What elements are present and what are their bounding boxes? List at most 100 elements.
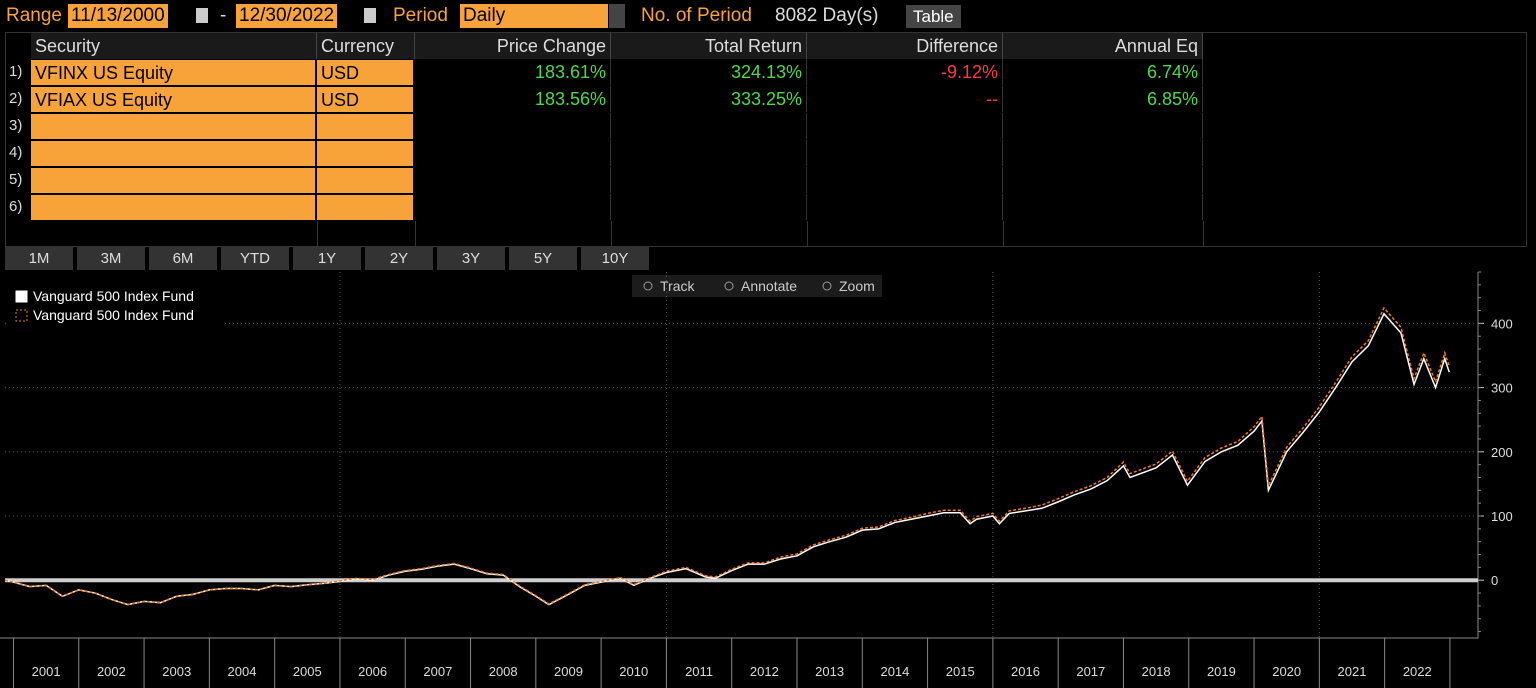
value-cell: 6.74%: [1003, 59, 1203, 85]
periods-value: 8082 Day(s): [775, 5, 879, 26]
value-cell: [807, 140, 1003, 166]
x-tick-label: 2006: [358, 664, 387, 679]
table-button[interactable]: Table: [906, 5, 961, 28]
input-cell[interactable]: [31, 114, 317, 139]
x-tick-label: 2010: [619, 664, 648, 679]
x-tick-label: 2007: [423, 664, 452, 679]
column-divider: [415, 221, 416, 246]
value-cell: [611, 167, 807, 193]
value-cell: [1003, 140, 1203, 166]
x-tick-label: 2019: [1207, 664, 1236, 679]
range-button[interactable]: YTD: [221, 247, 289, 270]
series-line: [4, 306, 1450, 606]
column-header: Price Change: [415, 33, 611, 59]
range-button[interactable]: 10Y: [581, 247, 649, 270]
legend-swatch: [15, 290, 28, 303]
range-button[interactable]: 5Y: [509, 247, 577, 270]
input-cell[interactable]: USD: [317, 87, 415, 112]
value-cell: [807, 167, 1003, 193]
y-tick-label: 100: [1491, 509, 1513, 524]
value-cell: [1003, 194, 1203, 220]
range-button[interactable]: 3M: [77, 247, 145, 270]
row-number: 3): [9, 117, 23, 134]
period-dropdown[interactable]: Daily: [460, 4, 608, 28]
row-number: 2): [9, 90, 23, 107]
range-button[interactable]: 3Y: [437, 247, 505, 270]
chart-tool[interactable]: Annotate: [741, 278, 797, 294]
legend-label: Vanguard 500 Index Fund: [33, 307, 194, 323]
input-cell[interactable]: USD: [317, 60, 415, 85]
value-cell: 324.13%: [611, 59, 807, 85]
series-line: [4, 312, 1450, 606]
range-label: Range: [6, 5, 62, 26]
input-cell[interactable]: [31, 168, 317, 193]
period-label: Period: [393, 5, 448, 26]
y-tick-label: 200: [1491, 445, 1513, 460]
column-divider: [807, 221, 808, 246]
x-tick-label: 2001: [32, 664, 61, 679]
value-cell: [807, 113, 1003, 139]
y-tick-label: 0: [1491, 573, 1498, 588]
x-tick-label: 2017: [1076, 664, 1105, 679]
value-cell: 6.85%: [1003, 86, 1203, 112]
value-cell: 183.61%: [415, 59, 611, 85]
chart-tool[interactable]: Track: [660, 278, 695, 294]
range-button[interactable]: 1M: [5, 247, 73, 270]
column-header: Total Return: [611, 33, 807, 59]
row-number: 4): [9, 144, 23, 161]
range-button[interactable]: 2Y: [365, 247, 433, 270]
end-date[interactable]: 12/30/2022: [236, 4, 338, 28]
x-tick-label: 2021: [1338, 664, 1367, 679]
input-cell[interactable]: VFIAX US Equity: [31, 87, 317, 112]
column-header: Difference: [807, 33, 1003, 59]
x-tick-label: 2018: [1142, 664, 1171, 679]
periods-label: No. of Period: [641, 5, 752, 26]
value-cell: [611, 194, 807, 220]
x-tick-label: 2020: [1272, 664, 1301, 679]
column-divider: [1003, 221, 1004, 246]
calendar-icon[interactable]: [364, 8, 376, 23]
value-cell: [1003, 113, 1203, 139]
chart-tool[interactable]: Zoom: [839, 278, 875, 294]
input-cell[interactable]: [317, 141, 415, 166]
value-cell: [415, 194, 611, 220]
start-date[interactable]: 11/13/2000: [68, 4, 168, 28]
value-cell: [611, 113, 807, 139]
input-cell[interactable]: [317, 114, 415, 139]
column-header: Security: [31, 33, 317, 59]
y-tick-label: 300: [1491, 381, 1513, 396]
input-cell[interactable]: VFINX US Equity: [31, 60, 317, 85]
x-tick-label: 2005: [293, 664, 322, 679]
row-number: 1): [9, 63, 23, 80]
x-tick-label: 2022: [1403, 664, 1432, 679]
column-header: Annual Eq: [1003, 33, 1203, 59]
input-cell[interactable]: [317, 168, 415, 193]
x-tick-label: 2004: [228, 664, 257, 679]
input-cell[interactable]: [31, 195, 317, 220]
tool-icon: [643, 281, 653, 291]
value-cell: [807, 194, 1003, 220]
tool-icon: [724, 281, 734, 291]
dropdown-arrow[interactable]: [609, 4, 625, 28]
calendar-icon[interactable]: [196, 8, 208, 23]
y-tick-label: 400: [1491, 316, 1513, 331]
value-cell: 183.56%: [415, 86, 611, 112]
column-divider: [611, 221, 612, 246]
input-cell[interactable]: [317, 195, 415, 220]
chart-toolbar: [632, 275, 882, 297]
x-tick-label: 2009: [554, 664, 583, 679]
row-number: 6): [9, 198, 23, 215]
security-table: Security Currency Price Change Total Return…: [5, 32, 1527, 247]
range-button[interactable]: 1Y: [293, 247, 361, 270]
x-tick-label: 2008: [489, 664, 518, 679]
input-cell[interactable]: [31, 141, 317, 166]
legend-box: [8, 284, 222, 328]
x-tick-label: 2012: [750, 664, 779, 679]
dash: -: [220, 5, 227, 26]
column-divider: [317, 221, 318, 246]
x-tick-label: 2015: [946, 664, 975, 679]
range-button[interactable]: 6M: [149, 247, 217, 270]
x-tick-label: 2002: [97, 664, 126, 679]
